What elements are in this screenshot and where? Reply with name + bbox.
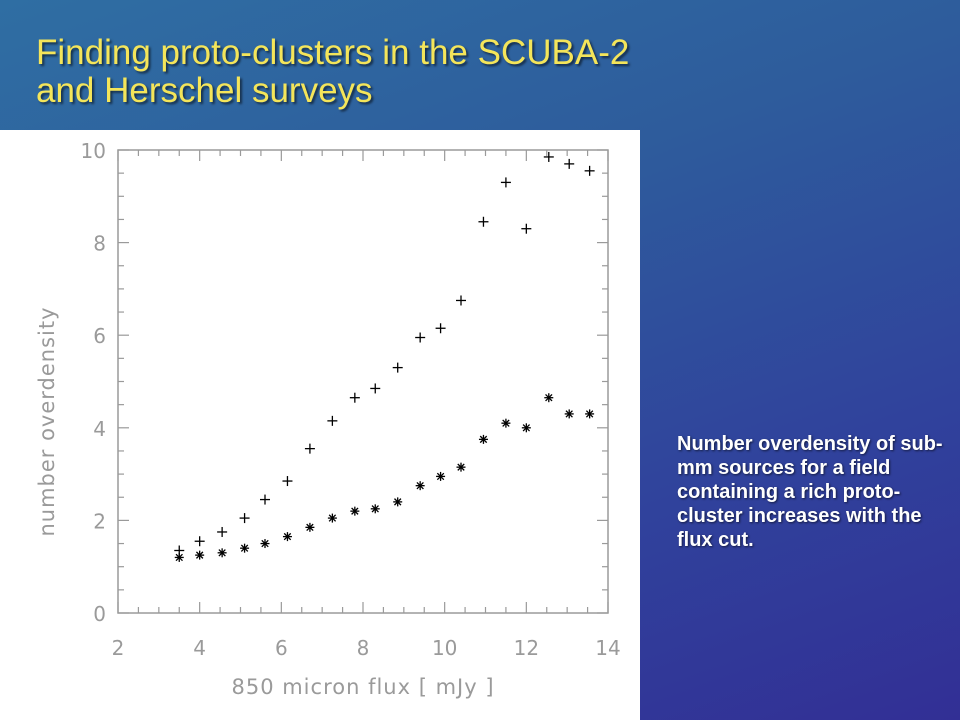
plot-panel: 2 4 6 8 10 12 14 0 2 4 6 8 10 850 micron flux [ mJy … bbox=[0, 130, 640, 720]
asterisk-point bbox=[544, 393, 554, 403]
asterisk-point bbox=[327, 513, 337, 523]
plus-point bbox=[282, 476, 293, 487]
plus-point bbox=[415, 332, 426, 343]
plus-point bbox=[456, 295, 466, 306]
asterisk-point bbox=[350, 506, 360, 516]
asterisk-point bbox=[585, 409, 595, 419]
plus-point bbox=[500, 177, 511, 188]
plus-point bbox=[349, 392, 360, 403]
y-tick-label: 10 bbox=[81, 139, 106, 163]
asterisk-point bbox=[521, 423, 531, 433]
plus-point bbox=[217, 526, 228, 537]
x-tick-label: 12 bbox=[514, 636, 539, 660]
caption-text: Number overdensity of sub-mm sources for… bbox=[677, 433, 943, 551]
x-tick-label: 8 bbox=[357, 636, 370, 660]
y-tick-label: 2 bbox=[93, 509, 106, 533]
asterisk-point bbox=[217, 548, 227, 558]
x-tick-label: 10 bbox=[432, 636, 457, 660]
x-axis-label: 850 micron flux [ mJy ] bbox=[231, 675, 494, 699]
plus-point bbox=[304, 443, 315, 454]
plus-point bbox=[543, 151, 554, 162]
plus-point bbox=[327, 415, 338, 426]
asterisk-point bbox=[195, 550, 205, 560]
asterisk-point bbox=[240, 543, 250, 553]
x-tick-label: 4 bbox=[193, 636, 206, 660]
plus-point bbox=[564, 158, 575, 169]
plus-point bbox=[435, 323, 446, 334]
x-tick-label: 2 bbox=[112, 636, 125, 660]
plus-point bbox=[260, 494, 270, 505]
plus-point bbox=[194, 536, 205, 547]
asterisk-point bbox=[174, 552, 184, 562]
plus-point bbox=[239, 513, 250, 524]
asterisk-point bbox=[393, 497, 403, 507]
asterisk-point bbox=[370, 504, 380, 514]
x-tick-label: 14 bbox=[595, 636, 620, 660]
plus-point bbox=[521, 223, 532, 234]
slide-title-line-1: Finding proto-clusters in the SCUBA-2 bbox=[36, 33, 630, 72]
asterisk-point bbox=[415, 481, 425, 491]
plot-frame bbox=[117, 149, 609, 614]
asterisk-point bbox=[478, 434, 488, 444]
x-tick-label: 6 bbox=[275, 636, 288, 660]
slide-title: Finding proto-clusters in the SCUBA-2 an… bbox=[36, 34, 896, 110]
y-tick-label: 8 bbox=[93, 232, 106, 256]
slide-title-line-2: and Herschel surveys bbox=[36, 71, 373, 110]
asterisk-point bbox=[436, 471, 446, 481]
asterisk-point bbox=[456, 462, 466, 472]
plus-point bbox=[370, 383, 381, 394]
plus-point bbox=[392, 362, 403, 373]
asterisk-point bbox=[564, 409, 574, 419]
asterisk-point bbox=[501, 418, 511, 428]
asterisk-point bbox=[260, 539, 270, 549]
y-tick-label: 0 bbox=[93, 602, 106, 626]
plus-point bbox=[584, 165, 595, 176]
asterisk-point bbox=[282, 532, 292, 542]
plus-point bbox=[478, 216, 489, 227]
asterisk-point bbox=[305, 522, 315, 532]
y-tick-label: 6 bbox=[93, 324, 106, 348]
y-axis-label: number overdensity bbox=[35, 306, 59, 536]
y-tick-label: 4 bbox=[93, 417, 106, 441]
